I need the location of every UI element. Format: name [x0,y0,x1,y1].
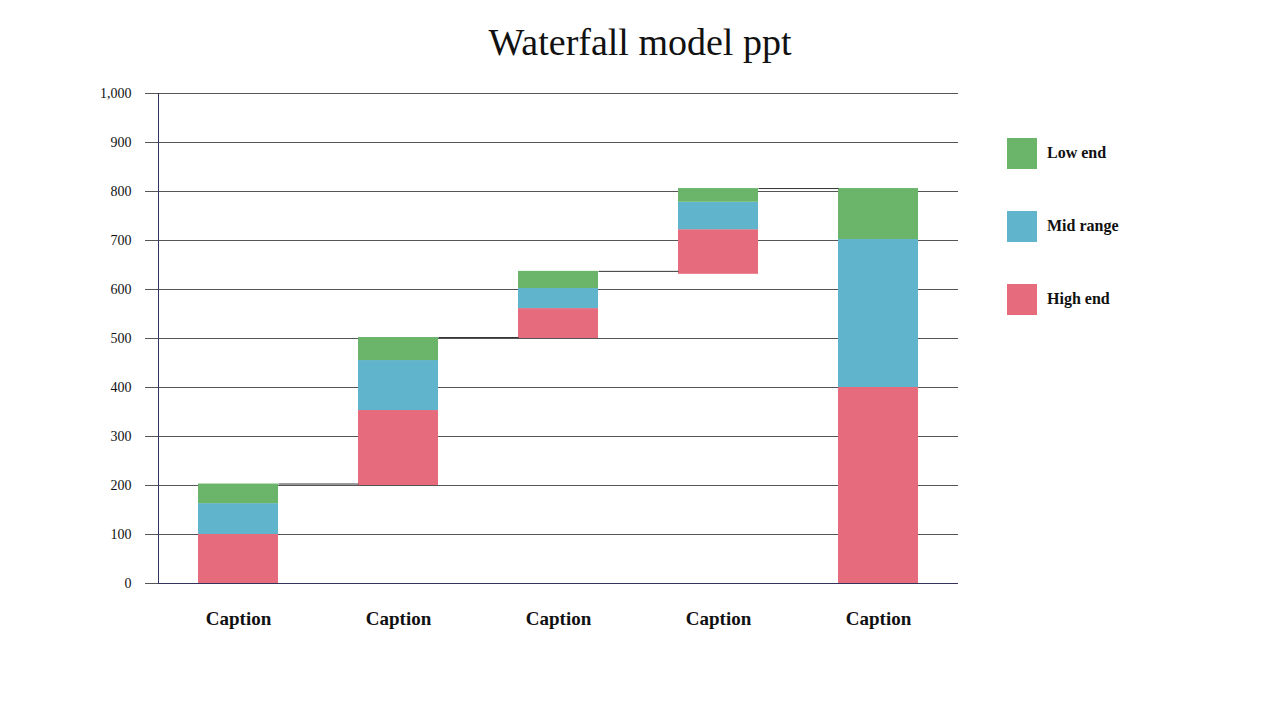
html-text:High end: High end [1047,290,1110,307]
svg-text:400: 400 [111,380,132,395]
svg-text:Caption: Caption [686,608,752,629]
svg-text:0: 0 [125,576,132,591]
html-text:Waterfall model ppt: Waterfall model ppt [488,21,792,63]
svg-text:600: 600 [111,282,132,297]
svg-text:500: 500 [111,331,132,346]
svg-text:Caption: Caption [526,608,592,629]
svg-text:800: 800 [111,184,132,199]
svg-text:700: 700 [111,233,132,248]
html-text:Mid range: Mid range [1047,217,1119,234]
svg-text:Caption: Caption [206,608,272,629]
svg-text:Caption: Caption [846,608,912,629]
svg-text:900: 900 [111,135,132,150]
svg-text:1,000: 1,000 [100,86,132,101]
html-text:Low end: Low end [1047,144,1107,161]
svg-text:300: 300 [111,429,132,444]
svg-text:200: 200 [111,478,132,493]
svg-text:Caption: Caption [366,608,432,629]
svg-text:100: 100 [111,527,132,542]
